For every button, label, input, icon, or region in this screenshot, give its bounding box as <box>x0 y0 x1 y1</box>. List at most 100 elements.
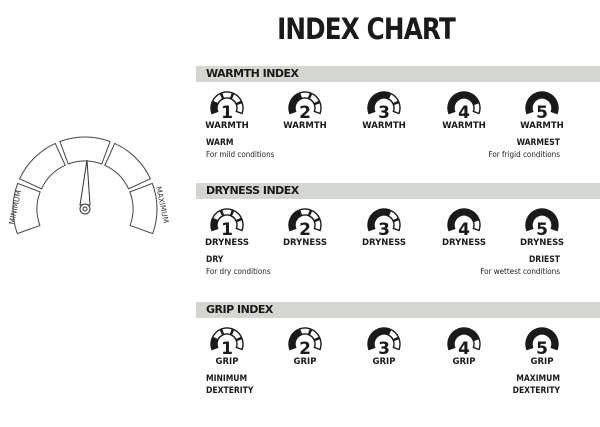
gauge-segment <box>467 209 480 222</box>
level-number: 2 <box>299 220 311 237</box>
index-section: DRYNESS INDEX 1 DRYNESS 2 DRYNESS 3 DRYNESS 4 DR… <box>196 183 600 276</box>
gauge-icon: 2 <box>288 91 322 120</box>
index-level: 4 DRYNESS <box>429 207 499 248</box>
gauge-icon: 4 <box>447 327 481 356</box>
gauge-segment <box>298 327 312 336</box>
gauge-segment <box>535 327 549 336</box>
level-label: WARMTH <box>362 121 406 131</box>
gauge-segment <box>230 209 243 222</box>
gauge-segment <box>289 92 302 105</box>
index-section: GRIP INDEX 1 GRIP 2 GRIP 3 GRIP 4 GRIP 5 GRIP MINIM… <box>196 302 600 396</box>
gauge-segment <box>313 337 322 351</box>
level-number: 1 <box>221 339 233 356</box>
level-label: GRIP <box>372 357 396 367</box>
index-level: 3 DRYNESS <box>349 207 419 248</box>
gauge-segment <box>288 337 297 351</box>
level-number: 3 <box>378 339 390 356</box>
gauge-segment <box>545 92 558 105</box>
gauge-segment <box>211 92 224 105</box>
gauge-icon: 5 <box>525 91 559 120</box>
gauge-segment <box>457 91 471 100</box>
gauge-segment <box>535 208 549 217</box>
gauge-segment <box>288 101 297 115</box>
gauge-segment <box>104 142 152 190</box>
gauge-icon: 3 <box>367 91 401 120</box>
gauge-icon: 5 <box>525 327 559 356</box>
gauge-segment <box>392 337 401 351</box>
gauge-icon: 2 <box>288 327 322 356</box>
level-label: GRIP <box>215 357 239 367</box>
gauge-segment <box>220 91 234 100</box>
gauge-segment <box>220 208 234 217</box>
level-number: 2 <box>299 103 311 120</box>
gauge-segment <box>377 208 391 217</box>
high-title: WARMEST <box>516 138 560 148</box>
gauge-segment <box>387 328 400 341</box>
gauge-segment <box>313 218 322 232</box>
high-subtitle: DEXTERITY <box>512 386 560 396</box>
gauge-segment <box>59 136 111 165</box>
gauge-icon: 4 <box>447 91 481 120</box>
level-number: 4 <box>458 339 470 356</box>
gauge-icon: 1 <box>210 208 244 237</box>
gauge-segment <box>377 91 391 100</box>
gauge-segment <box>550 337 559 351</box>
gauge-segment <box>308 328 321 341</box>
section-header: WARMTH INDEX <box>196 66 600 82</box>
low-subtitle: DEXTERITY <box>206 386 254 396</box>
gauge-segment <box>298 208 312 217</box>
gauge-segment <box>368 328 381 341</box>
level-label: GRIP <box>530 357 554 367</box>
high-title: MAXIMUM <box>516 374 560 384</box>
gauge-segment <box>18 142 66 190</box>
level-number: 3 <box>378 103 390 120</box>
low-subtitle: For mild conditions <box>206 150 275 159</box>
gauge-segment <box>526 92 539 105</box>
low-description: WARM For mild conditions <box>206 138 274 160</box>
level-label: GRIP <box>293 357 317 367</box>
gauge-segment <box>211 328 224 341</box>
level-number: 1 <box>221 220 233 237</box>
gauge-segment <box>367 337 376 351</box>
gauge-segment <box>392 218 401 232</box>
gauge-segment <box>472 101 481 115</box>
gauge-segment <box>230 328 243 341</box>
gauge-segment <box>545 209 558 222</box>
gauge-segment <box>387 209 400 222</box>
index-level: 1 DRYNESS <box>192 207 262 248</box>
level-number: 4 <box>458 103 470 120</box>
level-number: 4 <box>458 220 470 237</box>
index-level: 3 WARMTH <box>349 90 419 131</box>
gauge-segment <box>545 328 558 341</box>
gauge-segment <box>526 328 539 341</box>
level-number: 3 <box>378 220 390 237</box>
index-level: 5 WARMTH <box>507 90 577 131</box>
index-level: 5 DRYNESS <box>507 207 577 248</box>
gauge-segment <box>377 327 391 336</box>
level-label: DRYNESS <box>204 238 250 248</box>
gauge-icon: 3 <box>367 208 401 237</box>
level-label: DRYNESS <box>441 238 487 248</box>
gauge-segment <box>368 92 381 105</box>
level-number: 2 <box>299 339 311 356</box>
index-level: 4 WARMTH <box>429 90 499 131</box>
gauge-segment <box>525 337 534 351</box>
gauge-segment <box>235 101 244 115</box>
gauge-segment <box>230 92 243 105</box>
gauge-segment <box>550 101 559 115</box>
section-header: GRIP INDEX <box>196 302 600 318</box>
high-subtitle: For wettest conditions <box>480 267 560 276</box>
index-section: WARMTH INDEX 1 WARMTH 2 WARMTH 3 WARMTH 4 WARMTH… <box>196 66 600 159</box>
gauge-segment <box>467 328 480 341</box>
gauge-icon: 4 <box>447 208 481 237</box>
gauge-segment <box>368 209 381 222</box>
gauge-segment <box>289 328 302 341</box>
gauge-segment <box>526 209 539 222</box>
gauge-segment <box>525 218 534 232</box>
gauge-segment <box>367 218 376 232</box>
gauge-segment <box>550 218 559 232</box>
high-description: MAXIMUM DEXTERITY <box>513 374 560 397</box>
low-description: DRY For dry conditions <box>206 255 271 277</box>
gauge-segment <box>210 101 219 115</box>
gauge-segment <box>457 327 471 336</box>
